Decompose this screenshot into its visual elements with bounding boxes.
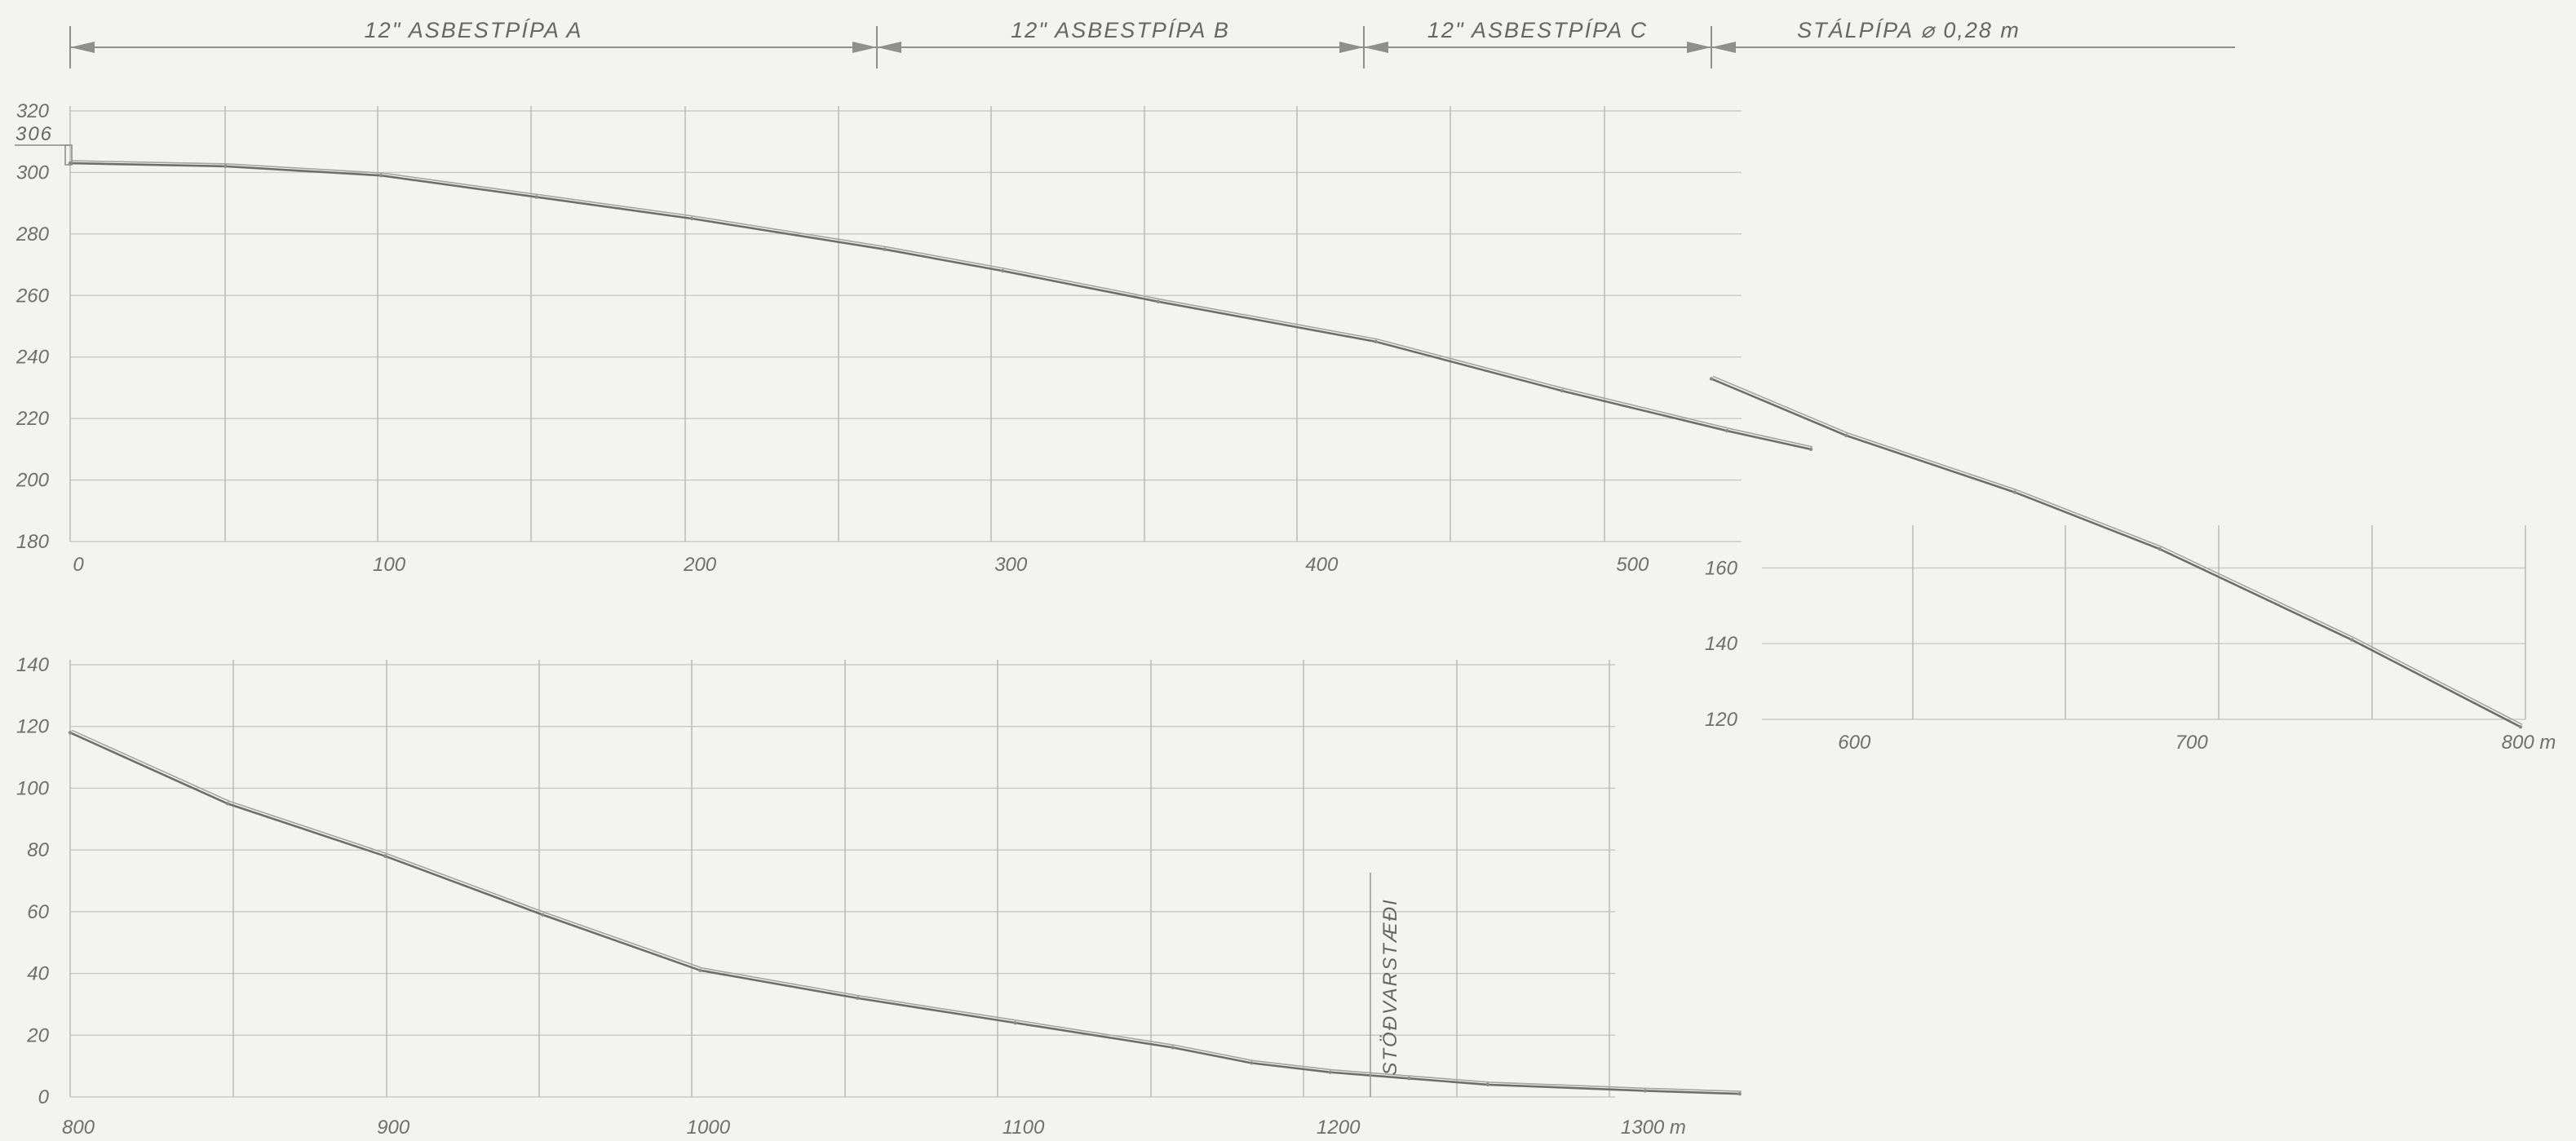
x-tick-label: 0 (73, 554, 84, 576)
data-point (1485, 1082, 1490, 1087)
x-tick-label: 200 (683, 554, 717, 576)
panel-right: 120 140 160 600 700 800 m (1705, 375, 2556, 754)
y-tick-label: 120 (1705, 709, 1738, 731)
y-tick-label: 200 (15, 470, 50, 492)
x-tick-label: 1100 (1003, 1117, 1045, 1139)
data-point (1808, 447, 1813, 452)
data-point (378, 174, 383, 178)
y-tick-label: 160 (1705, 557, 1738, 579)
grid (1762, 525, 2526, 720)
data-point (2518, 725, 2523, 729)
x-tick-label: 600 (1838, 732, 1871, 754)
x-tick-label: 900 (377, 1117, 410, 1139)
data-point (1001, 268, 1005, 273)
terrain-line (71, 160, 1813, 448)
profile-line (1711, 378, 2521, 728)
data-point (1724, 429, 1729, 433)
y-tick-label: 320 (16, 100, 50, 122)
data-point (2350, 638, 2354, 642)
panel-upper: 180 200 220 240 260 280 300 320 0 100 200 300 400 500… (15, 100, 1813, 576)
terrain-line (71, 729, 1742, 1092)
pipe-segment-label: STÁLPÍPA ⌀ 0,28 m (1797, 18, 2021, 42)
y-tick-label: 240 (15, 347, 50, 369)
data-point (2012, 490, 2017, 494)
data-point (1328, 1070, 1332, 1074)
dimension-arrow (70, 42, 95, 53)
dimension-arrow (1687, 42, 1711, 53)
data-point (224, 164, 228, 169)
data-point (1560, 389, 1565, 393)
data-point (541, 913, 545, 917)
dimension-arrow (1711, 42, 1736, 53)
y-tick-label: 180 (16, 531, 50, 553)
data-point (689, 216, 694, 221)
dimension-arrow (877, 42, 901, 53)
data-point (68, 161, 73, 166)
data-point (698, 968, 702, 972)
x-tick-label: 100 (373, 554, 406, 576)
x-tick-label: 1300 m (1621, 1117, 1686, 1139)
x-tick-label: 800 m (2502, 732, 2556, 754)
data-point (225, 802, 230, 806)
dimension-arrow (1364, 42, 1388, 53)
data-point (1156, 299, 1160, 304)
data-point (534, 195, 538, 199)
dimension-arrow (1339, 42, 1364, 53)
x-tick-label: 1000 (687, 1117, 731, 1139)
y-tick-label: 140 (1705, 633, 1738, 655)
data-point (1643, 1089, 1648, 1093)
x-tick-label: 700 (2175, 732, 2209, 754)
panel-lower: 0 20 40 60 80 100 120 140 800 900 1000 1100 1200 1300… (16, 654, 1742, 1139)
y-tick-label: 0 (38, 1086, 50, 1108)
grid (69, 106, 1742, 542)
data-point (2158, 547, 2162, 551)
x-tick-label: 300 (994, 554, 1028, 576)
data-point (883, 247, 887, 251)
data-point (1737, 1092, 1742, 1096)
y-tick-label: 140 (16, 654, 50, 676)
y-tick-label: 260 (15, 285, 50, 307)
pipe-segment-label: 12" ASBESTPÍPA A (365, 18, 583, 42)
y-tick-label: 60 (27, 901, 49, 923)
y-tick-label: 80 (27, 839, 49, 861)
x-tick-label: 400 (1305, 554, 1339, 576)
data-point (1374, 339, 1378, 344)
y-tick-label: 120 (16, 716, 50, 738)
profile-line (69, 732, 1740, 1095)
dimension-arrow (852, 42, 877, 53)
elevation-annotation: 306 (15, 123, 53, 145)
x-tick-label: 500 (1616, 554, 1649, 576)
profile-line (69, 161, 1812, 451)
data-point (1013, 1020, 1017, 1025)
data-point (1407, 1077, 1411, 1081)
data-point (1844, 433, 1848, 438)
terrain-line (1712, 375, 2523, 726)
pipe-segment-label: 12" ASBESTPÍPA C (1427, 18, 1648, 42)
data-point (1249, 1061, 1254, 1065)
y-tick-label: 20 (26, 1024, 49, 1046)
x-tick-label: 800 (62, 1117, 95, 1139)
y-tick-label: 300 (16, 161, 50, 184)
data-point (383, 854, 387, 858)
x-tick-label: 1200 (1317, 1117, 1361, 1139)
y-tick-label: 280 (15, 223, 50, 245)
pipe-segment-label: 12" ASBESTPÍPA B (1011, 18, 1230, 42)
pipe-segments: 12" ASBESTPÍPA A 12" ASBESTPÍPA B 12" ASBE… (69, 18, 2235, 69)
data-point (1709, 377, 1714, 381)
y-tick-label: 100 (16, 777, 50, 799)
data-point (1171, 1046, 1175, 1050)
data-point (856, 996, 860, 1001)
data-point (68, 731, 73, 735)
grid (69, 660, 1615, 1098)
power-station-label: STÖÐVARSTÆÐI (1379, 898, 1401, 1075)
start-marker (64, 144, 73, 166)
y-tick-label: 40 (27, 963, 49, 985)
y-tick-label: 220 (15, 408, 50, 430)
